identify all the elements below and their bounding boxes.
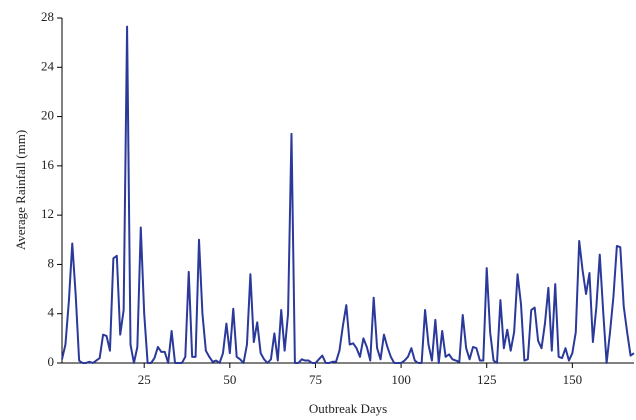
x-tick-label: 25	[138, 372, 151, 387]
line	[61, 25, 635, 364]
x-tick-label: 125	[477, 372, 497, 387]
y-tick-label: 12	[41, 206, 54, 221]
y-tick-label: 16	[41, 157, 55, 172]
y-tick-label: 8	[48, 255, 55, 270]
x-tick-label: 50	[223, 372, 236, 387]
x-tick-label: 75	[309, 372, 322, 387]
y-axis-label: Average Rainfall (mm)	[13, 130, 28, 250]
x-tick-label: 150	[563, 372, 583, 387]
x-axis-label: Outbreak Days	[309, 401, 387, 416]
y-tick-label: 20	[41, 108, 54, 123]
y-tick-label: 0	[48, 354, 55, 369]
y-tick-label: 24	[41, 58, 55, 73]
y-tick-label: 4	[48, 305, 55, 320]
y-tick-label: 28	[41, 9, 54, 24]
x-tick-label: 100	[391, 372, 411, 387]
